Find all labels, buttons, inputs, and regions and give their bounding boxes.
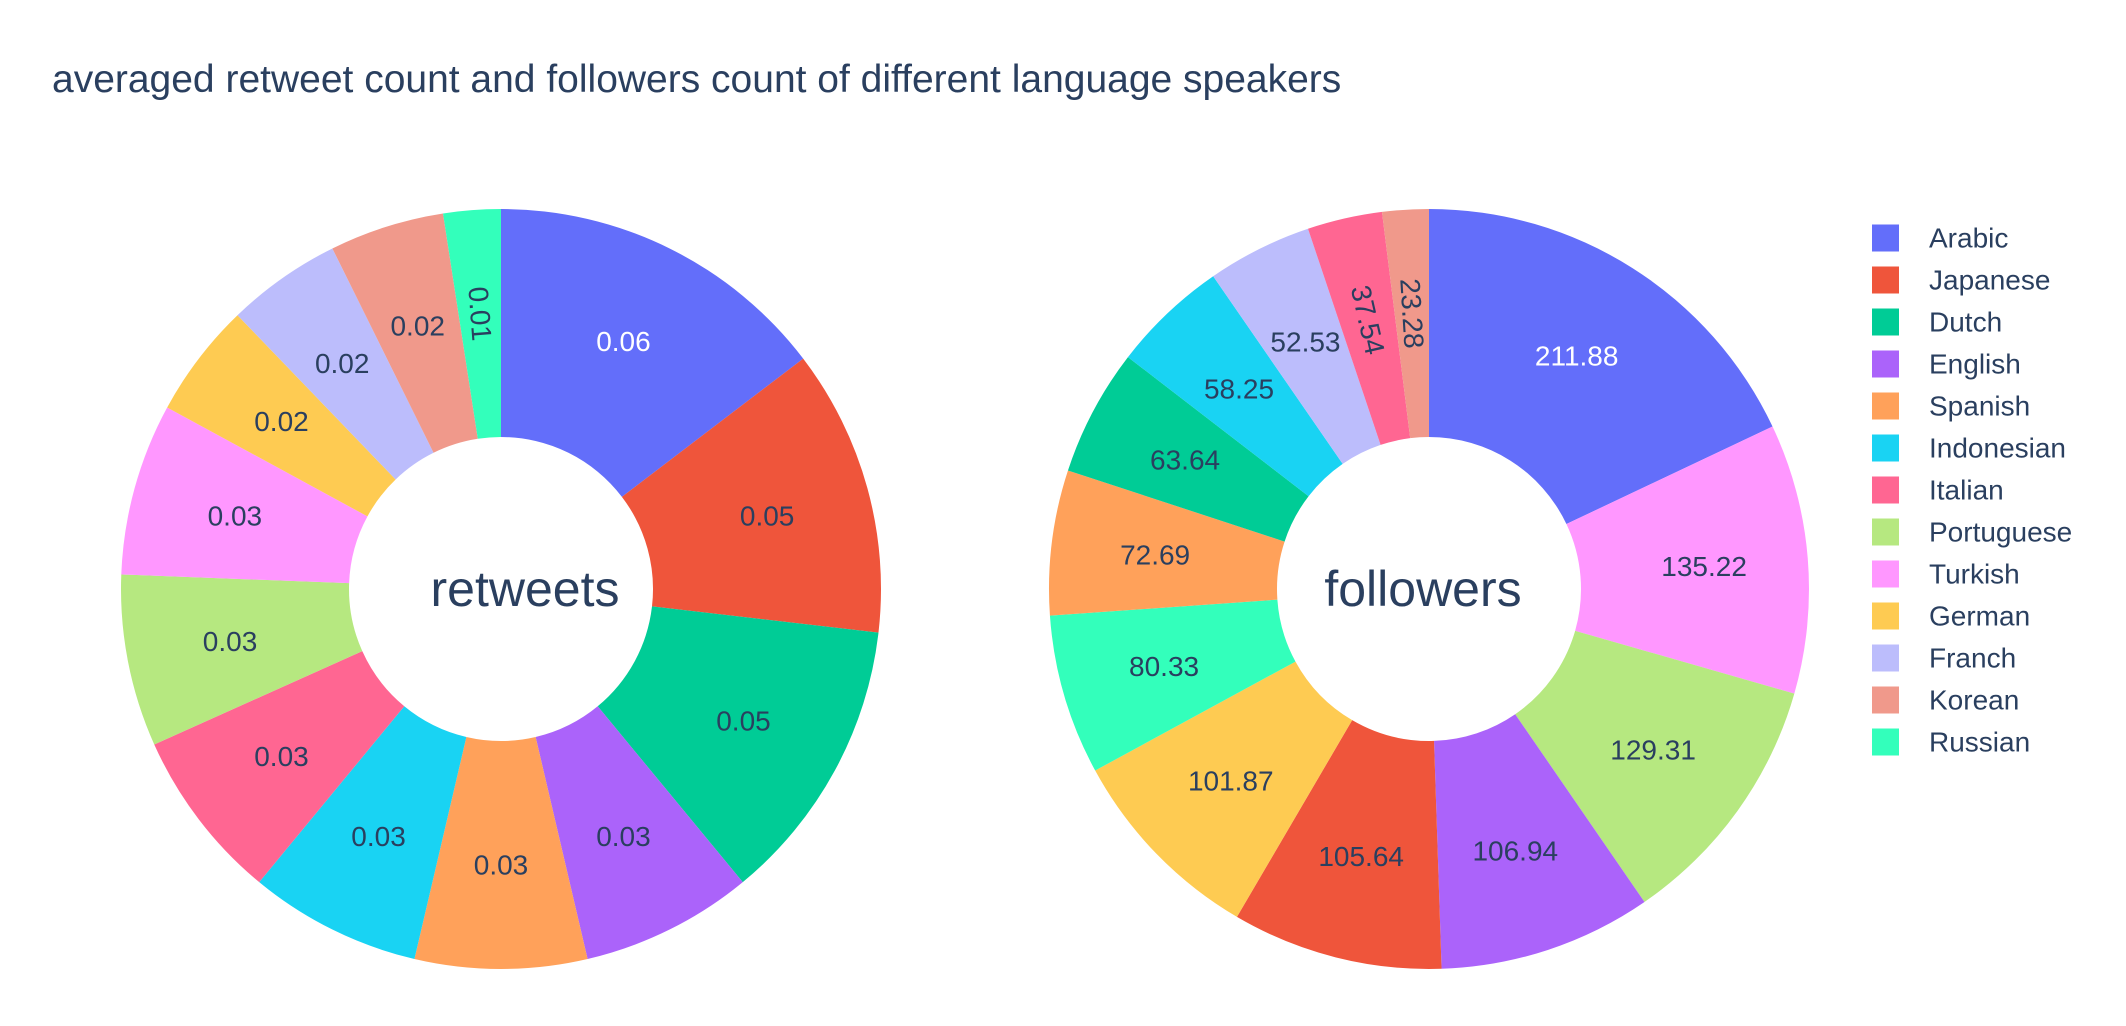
slice-label-followers-korean: 23.28 — [1394, 278, 1429, 350]
slice-label-retweets-turkish: 0.03 — [208, 500, 263, 531]
slice-retweets-german[interactable] — [167, 315, 396, 517]
slice-label-followers-turkish: 135.22 — [1661, 551, 1747, 582]
slice-label-followers-indonesian: 58.25 — [1204, 373, 1274, 404]
legend-label-german: German — [1929, 601, 2030, 632]
center-label-followers: followers — [1324, 561, 1521, 617]
legend-item-italian[interactable]: Italian — [1872, 475, 2004, 506]
legend-item-english[interactable]: English — [1872, 349, 2021, 380]
legend-swatch-franch — [1872, 644, 1899, 672]
slice-label-followers-franch: 52.53 — [1270, 327, 1340, 358]
slice-label-retweets-arabic: 0.06 — [596, 326, 651, 357]
slice-followers-turkish[interactable] — [1566, 426, 1810, 694]
legend-swatch-arabic — [1872, 224, 1899, 252]
slice-label-retweets-english: 0.03 — [596, 821, 651, 852]
legend-label-spanish: Spanish — [1929, 391, 2030, 422]
slice-followers-german[interactable] — [1095, 661, 1353, 917]
legend-item-korean[interactable]: Korean — [1872, 685, 2019, 716]
slice-followers-arabic[interactable] — [1429, 209, 1773, 525]
legend-label-franch: Franch — [1929, 643, 2016, 674]
legend-item-russian[interactable]: Russian — [1872, 727, 2030, 758]
center-label-retweets: retweets — [431, 561, 620, 617]
legend[interactable]: Arabic Japanese Dutch English Spanish Indones… — [1872, 223, 2072, 758]
slice-retweets-spanish[interactable] — [414, 737, 588, 969]
slice-retweets-indonesian[interactable] — [259, 706, 467, 960]
legend-label-italian: Italian — [1929, 475, 2004, 506]
slice-label-retweets-portuguese: 0.03 — [203, 626, 258, 657]
slice-followers-japanese[interactable] — [1236, 720, 1442, 970]
legend-item-dutch[interactable]: Dutch — [1872, 307, 2002, 338]
legend-swatch-turkish — [1872, 560, 1899, 588]
slice-label-followers-arabic: 211.88 — [1535, 340, 1619, 371]
slice-followers-dutch[interactable] — [1067, 357, 1309, 542]
pies-group: 0.06 0.05 0.05 0.03 0.03 0.03 0.03 0.03 0.03 0.02… — [121, 209, 1810, 970]
legend-item-spanish[interactable]: Spanish — [1872, 391, 2030, 422]
legend-swatch-indonesian — [1872, 434, 1899, 462]
slice-label-retweets-spanish: 0.03 — [474, 850, 529, 881]
legend-item-turkish[interactable]: Turkish — [1872, 559, 2020, 590]
slice-label-followers-spanish: 72.69 — [1120, 539, 1190, 570]
slice-followers-spanish[interactable] — [1049, 470, 1285, 616]
slice-followers-korean[interactable] — [1381, 209, 1429, 439]
slice-label-retweets-franch: 0.02 — [315, 348, 370, 379]
slice-label-retweets-russian: 0.01 — [462, 285, 497, 342]
legend-swatch-dutch — [1872, 308, 1899, 336]
legend-item-indonesian[interactable]: Indonesian — [1872, 433, 2066, 464]
slice-retweets-arabic[interactable] — [501, 209, 804, 497]
legend-swatch-portuguese — [1872, 518, 1899, 546]
legend-label-indonesian: Indonesian — [1929, 433, 2066, 464]
legend-label-korean: Korean — [1929, 685, 2019, 716]
legend-swatch-spanish — [1872, 392, 1899, 420]
slice-retweets-franch[interactable] — [237, 248, 434, 480]
slice-retweets-english[interactable] — [535, 706, 743, 960]
slice-label-followers-japanese: 105.64 — [1318, 841, 1404, 872]
slice-retweets-turkish[interactable] — [121, 407, 368, 584]
legend-swatch-korean — [1872, 686, 1899, 714]
slice-retweets-russian[interactable] — [442, 209, 501, 439]
slice-followers-italian[interactable] — [1307, 211, 1411, 445]
legend-swatch-italian — [1872, 476, 1899, 504]
slice-label-followers-german: 101.87 — [1188, 766, 1274, 797]
slice-label-followers-portuguese: 129.31 — [1610, 735, 1696, 766]
pie-retweets: 0.06 0.05 0.05 0.03 0.03 0.03 0.03 0.03 0.03 0.02… — [121, 209, 881, 969]
legend-label-japanese: Japanese — [1929, 265, 2050, 296]
legend-label-turkish: Turkish — [1929, 559, 2020, 590]
slice-retweets-dutch[interactable] — [597, 606, 879, 883]
legend-label-dutch: Dutch — [1929, 307, 2002, 338]
slice-label-retweets-indonesian: 0.03 — [351, 821, 406, 852]
legend-item-franch[interactable]: Franch — [1872, 643, 2016, 674]
slice-label-followers-russian: 80.33 — [1129, 651, 1199, 682]
slice-followers-english[interactable] — [1434, 714, 1645, 969]
legend-item-arabic[interactable]: Arabic — [1872, 223, 2008, 254]
legend-label-portuguese: Portuguese — [1929, 517, 2072, 548]
legend-label-russian: Russian — [1929, 727, 2030, 758]
slice-label-retweets-japanese: 0.05 — [740, 500, 795, 531]
legend-swatch-japanese — [1872, 266, 1899, 294]
slice-followers-indonesian[interactable] — [1127, 276, 1343, 497]
slice-followers-franch[interactable] — [1213, 228, 1381, 464]
legend-swatch-german — [1872, 602, 1899, 630]
legend-item-portuguese[interactable]: Portuguese — [1872, 517, 2072, 548]
slice-retweets-italian[interactable] — [154, 651, 405, 883]
legend-item-japanese[interactable]: Japanese — [1872, 265, 2050, 296]
legend-label-english: English — [1929, 349, 2021, 380]
legend-swatch-english — [1872, 350, 1899, 378]
legend-label-arabic: Arabic — [1929, 223, 2008, 254]
slice-label-retweets-dutch: 0.05 — [716, 705, 771, 736]
slice-label-retweets-german: 0.02 — [254, 406, 309, 437]
slice-label-followers-dutch: 63.64 — [1150, 444, 1220, 475]
slice-label-retweets-korean: 0.02 — [390, 310, 445, 341]
slice-label-followers-english: 106.94 — [1472, 836, 1558, 867]
pie-followers: 211.88 135.22 129.31 106.94 105.64 101.87 80.3… — [1049, 209, 1810, 970]
legend-swatch-russian — [1872, 728, 1899, 756]
slice-label-retweets-italian: 0.03 — [254, 741, 309, 772]
legend-item-german[interactable]: German — [1872, 601, 2030, 632]
slice-retweets-portuguese[interactable] — [121, 574, 363, 745]
slice-retweets-japanese[interactable] — [621, 358, 881, 633]
slice-followers-portuguese[interactable] — [1515, 630, 1795, 902]
slice-followers-russian[interactable] — [1049, 599, 1296, 771]
slice-retweets-korean[interactable] — [332, 213, 478, 453]
chart-title: averaged retweet count and followers cou… — [52, 58, 1342, 101]
